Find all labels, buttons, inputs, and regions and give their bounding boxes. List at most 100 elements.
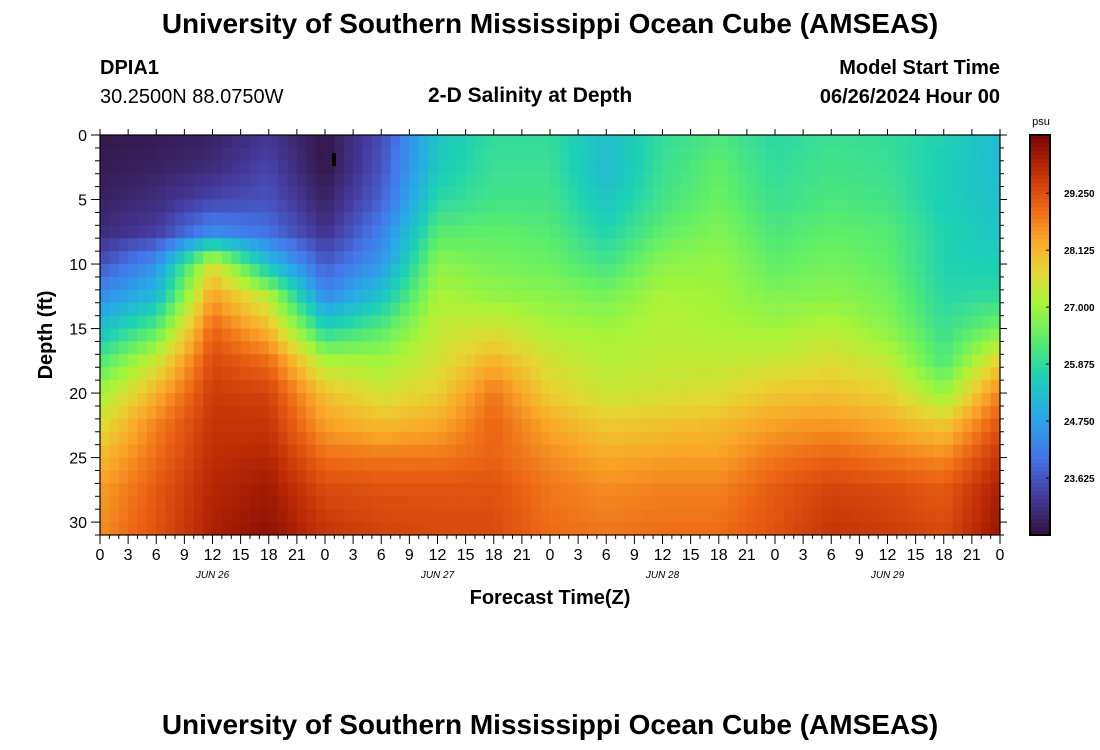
heatmap-cell xyxy=(568,212,579,226)
heatmap-cell xyxy=(362,496,373,510)
heatmap-cell xyxy=(278,276,289,291)
heatmap-cell xyxy=(971,173,982,188)
heatmap-cell xyxy=(156,264,167,278)
heatmap-cell xyxy=(540,276,551,291)
heatmap-cell xyxy=(971,147,982,162)
heatmap-cell xyxy=(887,457,898,472)
heatmap-cell xyxy=(259,264,270,278)
heatmap-cell xyxy=(184,160,195,175)
heatmap-cell xyxy=(615,186,626,201)
heatmap-cell xyxy=(334,160,345,175)
colorbar-segment xyxy=(1030,203,1050,208)
heatmap-cell xyxy=(306,522,317,535)
heatmap-cell xyxy=(671,522,682,535)
heatmap-cell xyxy=(325,496,335,510)
heatmap-cell xyxy=(203,186,214,201)
heatmap-cell xyxy=(493,289,504,304)
heatmap-cell xyxy=(587,393,598,407)
heatmap-cell xyxy=(634,418,645,433)
heatmap-cell xyxy=(521,328,532,343)
heatmap-cell xyxy=(315,470,326,484)
heatmap-cell xyxy=(540,522,551,535)
heatmap-cell xyxy=(334,225,345,239)
heatmap-cell xyxy=(831,302,842,317)
heatmap-cell xyxy=(221,302,232,317)
heatmap-cell xyxy=(334,496,345,510)
heatmap-cell xyxy=(296,354,307,368)
heatmap-cell xyxy=(362,160,373,175)
heatmap-cell xyxy=(690,444,701,459)
heatmap-cell xyxy=(878,160,889,175)
heatmap-cell xyxy=(456,418,467,433)
heatmap-cell xyxy=(943,328,954,343)
heatmap-cell xyxy=(859,522,870,535)
heatmap-cell xyxy=(700,354,710,368)
heatmap-cell xyxy=(578,483,589,497)
heatmap-cell xyxy=(971,522,982,535)
heatmap-cell xyxy=(334,251,345,265)
heatmap-cell xyxy=(925,444,935,459)
heatmap-cell xyxy=(193,276,204,291)
heatmap-cell xyxy=(793,367,804,381)
heatmap-cell xyxy=(353,238,364,252)
heatmap-cell xyxy=(231,212,242,226)
heatmap-cell xyxy=(850,444,860,459)
heatmap-cell xyxy=(193,341,204,355)
heatmap-cell xyxy=(568,173,579,188)
heatmap-cell xyxy=(221,135,232,149)
heatmap-cell xyxy=(728,509,739,523)
x-tick-label: 3 xyxy=(124,547,133,564)
heatmap-cell xyxy=(803,354,814,368)
heatmap-cell xyxy=(175,496,185,510)
heatmap-cell xyxy=(709,238,720,252)
heatmap-cell xyxy=(671,470,682,484)
heatmap-cell xyxy=(240,457,251,472)
heatmap-cell xyxy=(990,522,1000,535)
heatmap-cell xyxy=(531,431,542,446)
heatmap-cell xyxy=(512,444,523,459)
heatmap-cell xyxy=(578,509,589,523)
heatmap-cell xyxy=(240,509,251,523)
heatmap-cell xyxy=(568,328,579,343)
heatmap-cell xyxy=(475,393,485,407)
heatmap-cell xyxy=(221,264,232,278)
heatmap-cell xyxy=(165,289,176,304)
heatmap-cell xyxy=(259,380,270,394)
heatmap-cell xyxy=(484,225,495,239)
heatmap-cell xyxy=(325,147,335,162)
heatmap-cell xyxy=(362,354,373,368)
heatmap-cell xyxy=(615,212,626,226)
heatmap-cell xyxy=(850,251,860,265)
heatmap-cell xyxy=(906,264,917,278)
heatmap-cell xyxy=(887,522,898,535)
heatmap-cell xyxy=(400,225,410,239)
heatmap-cell xyxy=(756,238,767,252)
heatmap-cell xyxy=(859,341,870,355)
heatmap-cell xyxy=(925,251,935,265)
heatmap-cell xyxy=(540,160,551,175)
heatmap-cell xyxy=(784,393,795,407)
heatmap-cell xyxy=(934,225,945,239)
heatmap-cell xyxy=(221,418,232,433)
heatmap-cell xyxy=(390,160,401,175)
heatmap-cell xyxy=(700,135,710,149)
heatmap-cell xyxy=(578,199,589,214)
heatmap-cell xyxy=(221,457,232,472)
heatmap-cell xyxy=(878,470,889,484)
heatmap-cell xyxy=(259,160,270,175)
heatmap-cell xyxy=(981,302,992,317)
heatmap-cell xyxy=(296,496,307,510)
heatmap-cell xyxy=(775,522,785,535)
heatmap-cell xyxy=(109,251,120,265)
heatmap-cell xyxy=(821,393,832,407)
heatmap-cell xyxy=(118,380,129,394)
heatmap-cell xyxy=(634,496,645,510)
heatmap-cell xyxy=(296,509,307,523)
colorbar-segment xyxy=(1030,471,1050,476)
heatmap-cell xyxy=(428,522,439,535)
heatmap-cell xyxy=(634,315,645,330)
heatmap-cell xyxy=(212,457,223,472)
heatmap-cell xyxy=(503,251,514,265)
heatmap-cell xyxy=(803,509,814,523)
heatmap-cell xyxy=(718,264,729,278)
